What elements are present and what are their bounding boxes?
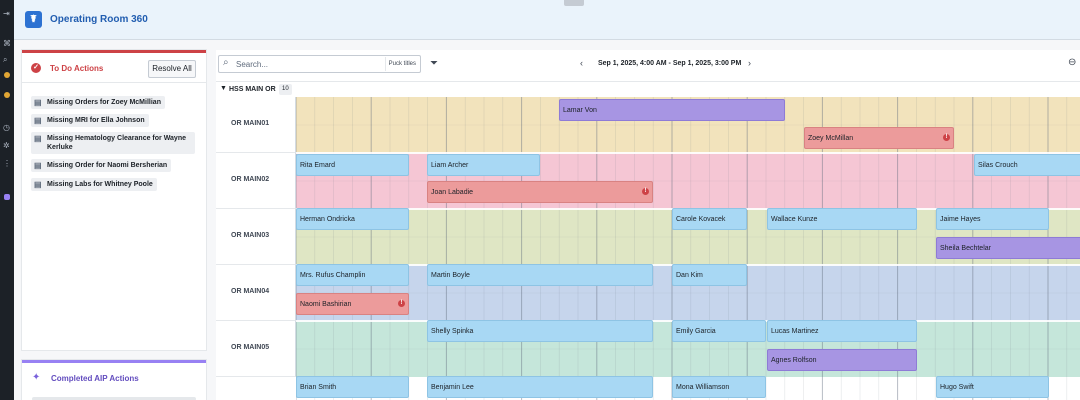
filter-icon[interactable]: ⏷ [430, 58, 438, 69]
search-box: ⌕ Puck titles [218, 55, 421, 73]
case-block[interactable]: Herman Ondricka [296, 208, 409, 230]
more-icon[interactable]: ⋮ [3, 159, 11, 168]
tree-icon[interactable]: ⌘ [3, 39, 11, 48]
case-block[interactable]: Lamar Von [559, 99, 785, 121]
search-icon: ⌕ [223, 57, 229, 68]
case-block[interactable]: Sheila Bechtelar [936, 237, 1080, 259]
search-input[interactable] [236, 58, 376, 70]
todo-item[interactable]: ▤ Missing Orders for Zoey McMillian [31, 96, 165, 109]
room-label: OR MAIN01 [216, 97, 296, 153]
document-icon: ▤ [34, 161, 42, 170]
room-label: OR MAIN02 [216, 153, 296, 209]
case-block[interactable]: Zoey McMillan! [804, 127, 954, 149]
puck-titles-button[interactable]: Puck titles [384, 57, 419, 71]
document-icon: ▤ [34, 116, 42, 125]
todo-item[interactable]: ▤ Missing Labs for Whitney Poole [31, 178, 157, 191]
zoom-out-icon[interactable]: ⊖ [1068, 57, 1077, 68]
case-block[interactable]: Dan Kim [672, 264, 747, 286]
status-dot-icon [4, 72, 10, 78]
todo-item[interactable]: ▤ Missing Hematology Clearance for Wayne … [31, 132, 195, 154]
case-block[interactable]: Agnes Rolfson [767, 349, 917, 371]
case-block[interactable]: Joan Labadie! [427, 181, 653, 203]
document-icon: ▤ [34, 98, 42, 107]
room-label: OR MAIN03 [216, 209, 296, 265]
alert-icon: ! [398, 300, 405, 307]
app-rail: ⇥ ⌘ ⌕ ◷ ✲ ⋮ [0, 0, 14, 400]
gear-icon[interactable]: ✲ [3, 141, 10, 150]
case-block[interactable]: Emily Garcia [672, 320, 766, 342]
case-block[interactable]: Mona Williamson [672, 376, 766, 398]
todo-actions-header: ✓ To Do Actions Resolve All [22, 53, 206, 83]
case-block[interactable]: Liam Archer [427, 154, 540, 176]
group-count-badge: 10 [279, 84, 292, 95]
completed-aip-actions-title: Completed AIP Actions [51, 374, 139, 383]
case-block[interactable]: Hugo Swift [936, 376, 1049, 398]
aip-input-bar[interactable] [32, 397, 196, 400]
document-icon: ▤ [34, 180, 42, 189]
case-block[interactable]: Rita Emard [296, 154, 409, 176]
room-label: OR MAIN04 [216, 265, 296, 321]
todo-actions-panel: ✓ To Do Actions Resolve All ▤ Missing Ord… [22, 50, 206, 350]
exit-icon[interactable]: ⇥ [3, 9, 10, 18]
alert-icon: ! [943, 134, 950, 141]
case-block[interactable]: Naomi Bashirian! [296, 293, 409, 315]
date-range-label: Sep 1, 2025, 4:00 AM - Sep 1, 2025, 3:00… [598, 60, 742, 67]
group-name: HSS MAIN OR [229, 86, 276, 93]
case-block[interactable]: Benjamin Lee [427, 376, 653, 398]
app-header: ☤ Operating Room 360 [14, 0, 1080, 40]
sparkle-icon: ✦ [32, 372, 41, 383]
case-block[interactable]: Martin Boyle [427, 264, 653, 286]
document-icon: ▤ [34, 134, 42, 143]
group-header[interactable]: ▼ HSS MAIN OR 10 [216, 81, 1080, 97]
search-rail-icon[interactable]: ⌕ [3, 55, 8, 64]
chevron-left-icon[interactable]: ‹ [580, 58, 583, 68]
case-block[interactable]: Jaime Hayes [936, 208, 1049, 230]
case-block[interactable]: Lucas Martinez [767, 320, 917, 342]
todo-item[interactable]: ▤ Missing MRI for Ella Johnson [31, 114, 149, 127]
caret-down-icon[interactable]: ▼ [220, 85, 227, 92]
clock-icon[interactable]: ◷ [3, 123, 10, 132]
chevron-right-icon[interactable]: › [748, 58, 751, 68]
room-lane[interactable] [296, 153, 1080, 209]
case-block[interactable]: Carole Kovacek [672, 208, 747, 230]
collapse-handle[interactable] [564, 0, 584, 6]
case-block[interactable]: Shelly Spinka [427, 320, 653, 342]
schedule-panel: ⌕ Puck titles ⏷ ‹ Sep 1, 2025, 4:00 AM -… [216, 50, 1080, 400]
stethoscope-icon[interactable]: ☤ [25, 11, 42, 28]
timeline-grid[interactable]: Lamar Von Zoey McMillan! Rita Emard Liam… [296, 97, 1080, 400]
todo-actions-title: To Do Actions [50, 64, 104, 73]
check-circle-icon: ✓ [31, 63, 41, 73]
case-block[interactable]: Brian Smith [296, 376, 409, 398]
resolve-all-button[interactable]: Resolve All [148, 60, 196, 78]
case-block[interactable]: Wallace Kunze [767, 208, 917, 230]
todo-item[interactable]: ▤ Missing Order for Naomi Bersherian [31, 159, 172, 172]
aip-rail-icon[interactable] [4, 194, 10, 200]
case-block[interactable]: Mrs. Rufus Champlin [296, 264, 409, 286]
room-label: OR MAIN05 [216, 321, 296, 377]
case-block[interactable]: Silas Crouch [974, 154, 1080, 176]
completed-aip-actions-panel: ✦ Completed AIP Actions [22, 360, 206, 400]
status-dot-icon [4, 92, 10, 98]
alert-icon: ! [642, 188, 649, 195]
page-title: Operating Room 360 [50, 14, 148, 25]
